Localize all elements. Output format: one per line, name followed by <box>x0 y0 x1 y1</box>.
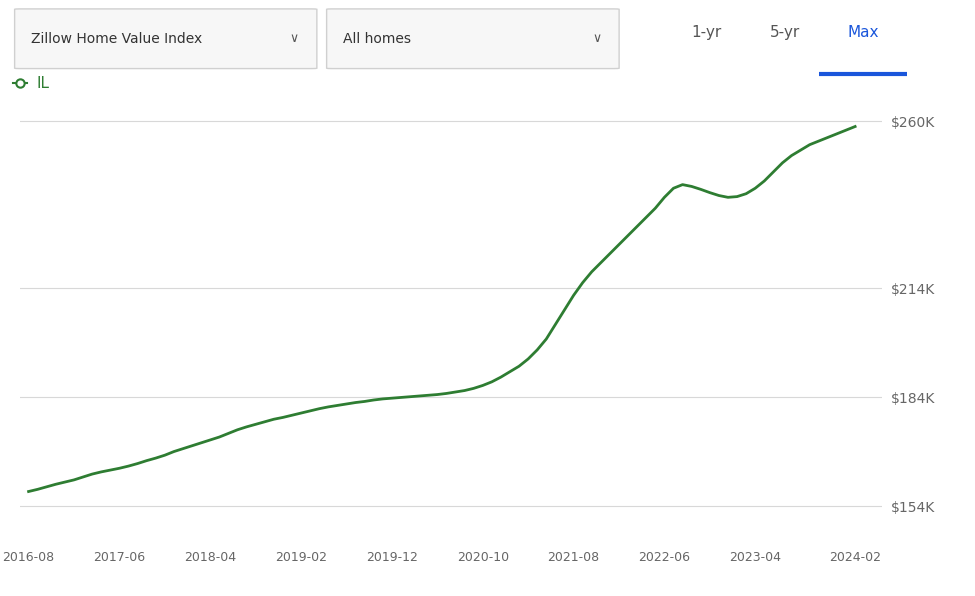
Text: All homes: All homes <box>343 32 411 46</box>
Text: ∨: ∨ <box>592 32 602 45</box>
Text: Zillow Home Value Index: Zillow Home Value Index <box>31 32 203 46</box>
FancyBboxPatch shape <box>15 9 317 69</box>
Text: IL: IL <box>36 76 49 91</box>
Text: 5-yr: 5-yr <box>769 25 800 40</box>
FancyBboxPatch shape <box>327 9 619 69</box>
Text: 1-yr: 1-yr <box>691 25 722 40</box>
Text: ∨: ∨ <box>290 32 299 45</box>
Text: Max: Max <box>847 25 878 40</box>
